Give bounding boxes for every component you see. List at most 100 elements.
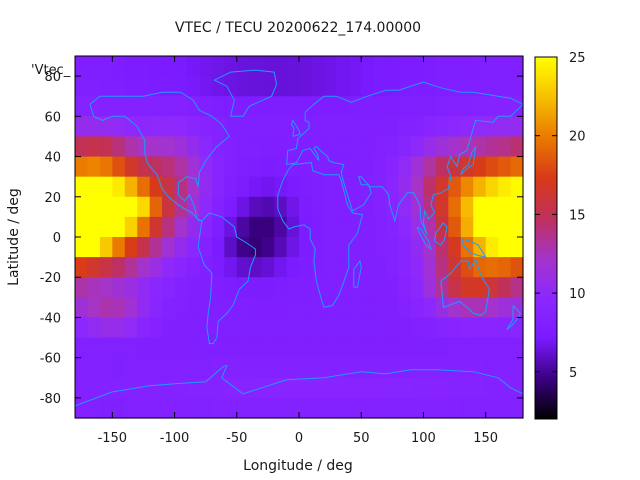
heatmap-cell [348,156,362,178]
heatmap-cell [137,337,151,359]
coastline-new-zealand [506,305,522,330]
heatmap-cell [261,277,275,298]
heatmap-cell [485,116,499,138]
heatmap-cell [224,76,238,97]
heatmap-cell [162,277,176,298]
heatmap-cell [149,76,163,97]
heatmap-cell [498,237,512,258]
coastline-south-america [197,212,256,345]
heatmap-cell [249,337,263,359]
heatmap-cell [87,176,101,198]
heatmap-cell [112,156,126,178]
heatmap-cell [473,96,487,117]
heatmap-cell [373,237,387,258]
heatmap-cell [112,297,126,319]
y-tick-label: -60 [40,352,61,367]
heatmap-cell [323,56,337,77]
heatmap-cell [149,196,163,218]
heatmap-cell [124,216,138,238]
heatmap-cell [448,397,462,419]
heatmap-cell [211,56,225,77]
heatmap-cell [423,136,437,158]
heatmap-cell [99,76,113,97]
heatmap-cell [249,317,263,339]
heatmap-cell [361,216,375,238]
heatmap-cell [361,377,375,399]
heatmap-cell [124,196,138,218]
heatmap-cell [124,156,138,178]
heatmap-cell [311,377,325,399]
heatmap-cell [510,116,524,138]
heatmap-cell [112,196,126,218]
heatmap-cell [311,196,325,218]
heatmap-cell [473,377,487,399]
heatmap-cell [224,136,238,158]
heatmap-cell [75,156,89,178]
coastline-eurasia [286,81,524,236]
heatmap-cell [236,297,250,319]
heatmap-cell [336,116,350,138]
heatmap-cell [411,176,425,198]
heatmap-cell [236,317,250,339]
heatmap-cell [174,156,188,178]
heatmap-cell [498,76,512,97]
heatmap-cell [336,317,350,339]
heatmap-cell [448,76,462,97]
heatmap-cell [435,156,449,178]
heatmap-cell [249,196,263,218]
heatmap-cell [75,237,89,258]
heatmap-cell [435,76,449,97]
y-tick-label: 40 [44,151,61,166]
heatmap-cell [510,176,524,198]
heatmap-cell [473,156,487,178]
x-axis-label: Longitude / deg [243,458,353,474]
heatmap-cell [473,317,487,339]
heatmap-cell [423,76,437,97]
heatmap-cell [423,156,437,178]
coastline-borneo [434,222,448,246]
y-tick-label: 80 [44,70,61,85]
heatmap-cell [398,257,412,278]
heatmap-cell [473,136,487,158]
heatmap-cell [174,237,188,258]
heatmap-cell [211,136,225,158]
x-tick-label: -50 [226,431,247,446]
heatmap-cell [299,216,313,238]
heatmap-cell [485,156,499,178]
heatmap-cell [249,397,263,419]
heatmap-cell [510,277,524,298]
heatmap-cell [224,176,238,198]
heatmap-cell [373,277,387,298]
heatmap-cell [75,96,89,117]
heatmap-cell [323,216,337,238]
heatmap-cell [448,96,462,117]
heatmap-cell [149,216,163,238]
heatmap-cell [261,96,275,117]
heatmap-cell [336,76,350,97]
heatmap-cell [261,136,275,158]
heatmap-cell [199,297,213,319]
heatmap-cell [112,337,126,359]
heatmap-cell [485,337,499,359]
heatmap-cell [199,397,213,419]
heatmap-cell [460,377,474,399]
heatmap-cell [199,176,213,198]
heatmap-cell [174,56,188,77]
heatmap-cell [162,176,176,198]
heatmap-cell [112,237,126,258]
coastlines [74,69,524,407]
heatmap-cell [187,156,201,178]
heatmap-cell [435,56,449,77]
heatmap-cell [373,297,387,319]
coastline-australia [440,257,490,316]
heatmap-cell [274,76,288,97]
heatmap-cell [361,237,375,258]
heatmap-cell [274,357,288,379]
heatmap-cell [485,357,499,379]
heatmap-cell [386,337,400,359]
heatmap-cell [485,96,499,117]
heatmap-cell [398,56,412,77]
heatmap-cell [348,116,362,138]
heatmap-cell [361,277,375,298]
heatmap-cell [373,136,387,158]
